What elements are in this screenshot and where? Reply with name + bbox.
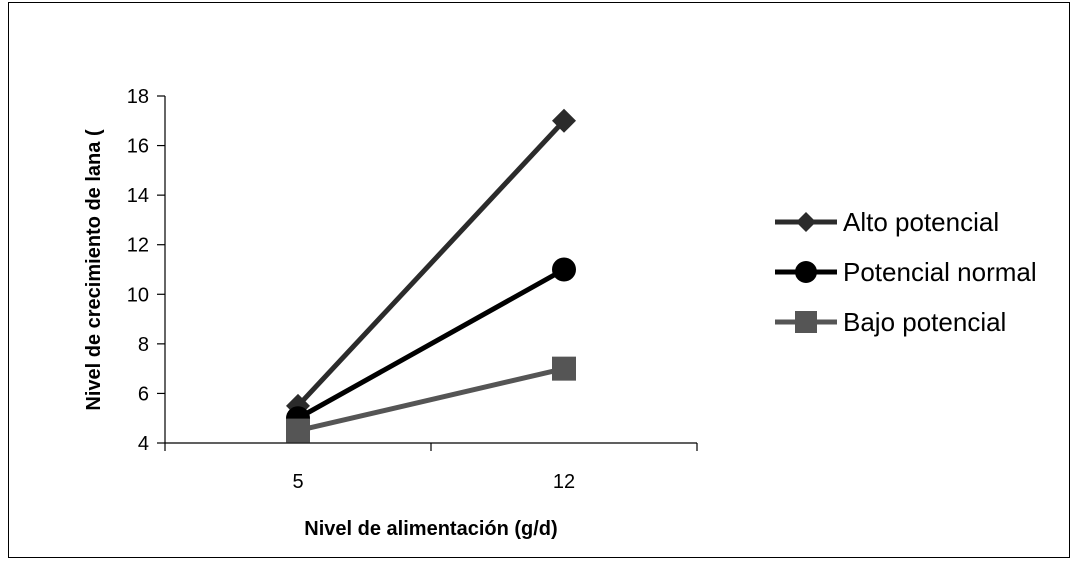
legend-item: Potencial normal (775, 257, 1037, 287)
legend-label: Alto potencial (843, 207, 999, 237)
y-tick-label: 12 (127, 235, 149, 257)
y-axis-title: Nivel de crecimiento de lana ( (83, 129, 105, 411)
y-tick-label: 14 (127, 185, 149, 207)
y-tick-label: 8 (138, 334, 149, 356)
legend: Alto potencial Potencial normal Bajo poten… (775, 207, 1037, 337)
chart-frame (8, 2, 1070, 558)
x-tick-label: 12 (553, 471, 575, 493)
data-point (286, 418, 310, 443)
series-3 (286, 356, 576, 443)
y-tick-label: 10 (127, 284, 149, 306)
series-line (296, 119, 566, 408)
x-tick-label: 5 (292, 471, 303, 493)
legend-swatch-marker (795, 311, 817, 333)
y-tick-label: 18 (127, 86, 149, 108)
series-line (297, 366, 565, 434)
data-point (552, 257, 576, 282)
series-1 (286, 108, 576, 418)
y-tick-label: 4 (138, 433, 149, 455)
y-tick-label: 6 (138, 383, 149, 405)
legend-item: Alto potencial (775, 207, 999, 237)
series-2 (286, 257, 576, 431)
legend-label: Potencial normal (843, 257, 1037, 287)
series-layer (286, 108, 576, 443)
series-line (296, 267, 566, 421)
legend-swatch-marker (795, 261, 817, 283)
legend-swatch-marker (796, 212, 816, 232)
data-point (552, 356, 576, 381)
data-point (552, 108, 576, 133)
legend-label: Bajo potencial (843, 307, 1006, 337)
axes: 4 6 8 10 12 14 16 18 5 12 (127, 86, 698, 493)
x-axis-title: Nivel de alimentación (g/d) (304, 518, 557, 540)
y-tick-label: 16 (127, 136, 149, 158)
legend-item: Bajo potencial (775, 307, 1006, 337)
